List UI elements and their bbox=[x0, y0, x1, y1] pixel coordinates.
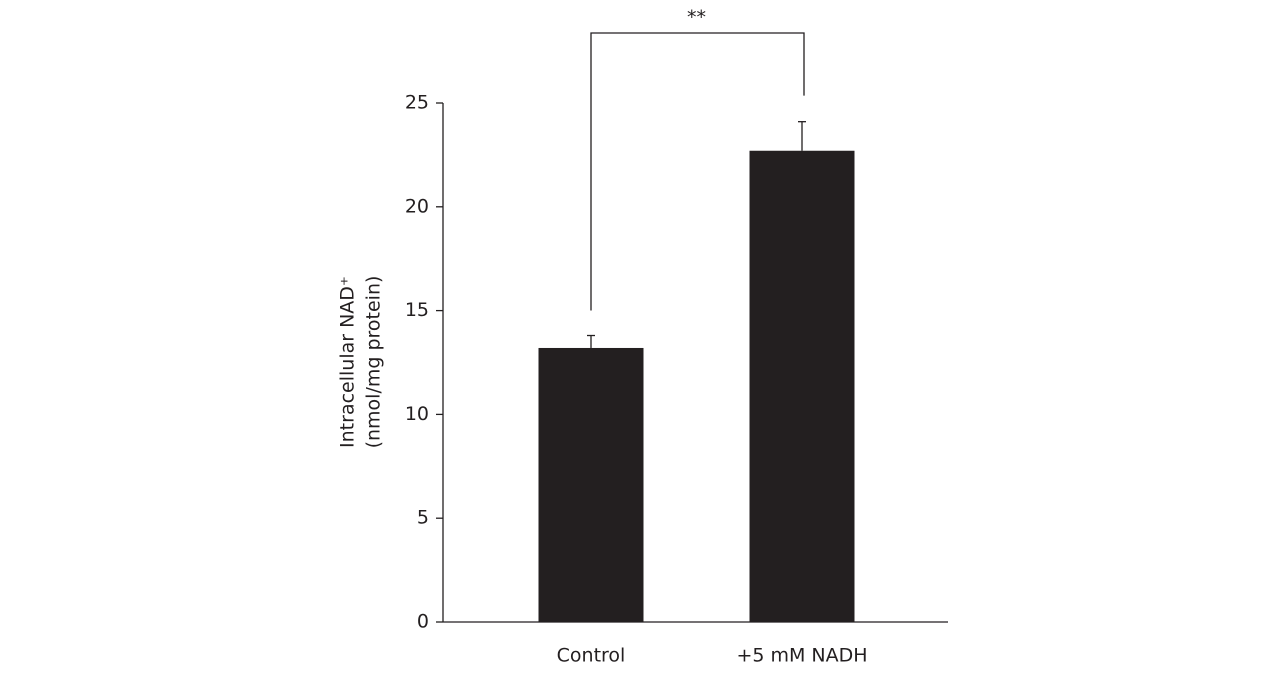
y-tick-label: 0 bbox=[417, 611, 429, 633]
error-bar bbox=[587, 334, 595, 348]
y-tick-label: 10 bbox=[405, 403, 429, 425]
bar bbox=[749, 150, 855, 623]
significance-bracket bbox=[590, 32, 805, 311]
y-tick-label: 25 bbox=[405, 92, 429, 114]
y-tick-label: 20 bbox=[405, 195, 429, 217]
x-tick-label: Control bbox=[557, 645, 626, 667]
y-axis-label: Intracellular NAD⁺ bbox=[337, 276, 359, 448]
bar bbox=[538, 347, 644, 622]
significance-label: ** bbox=[687, 7, 706, 29]
y-tick-label: 15 bbox=[405, 299, 429, 321]
y-tick-label: 5 bbox=[417, 507, 429, 529]
y-axis-label: (nmol/mg protein) bbox=[363, 276, 385, 449]
error-bar bbox=[798, 121, 806, 151]
x-tick-label: +5 mM NADH bbox=[736, 645, 867, 667]
